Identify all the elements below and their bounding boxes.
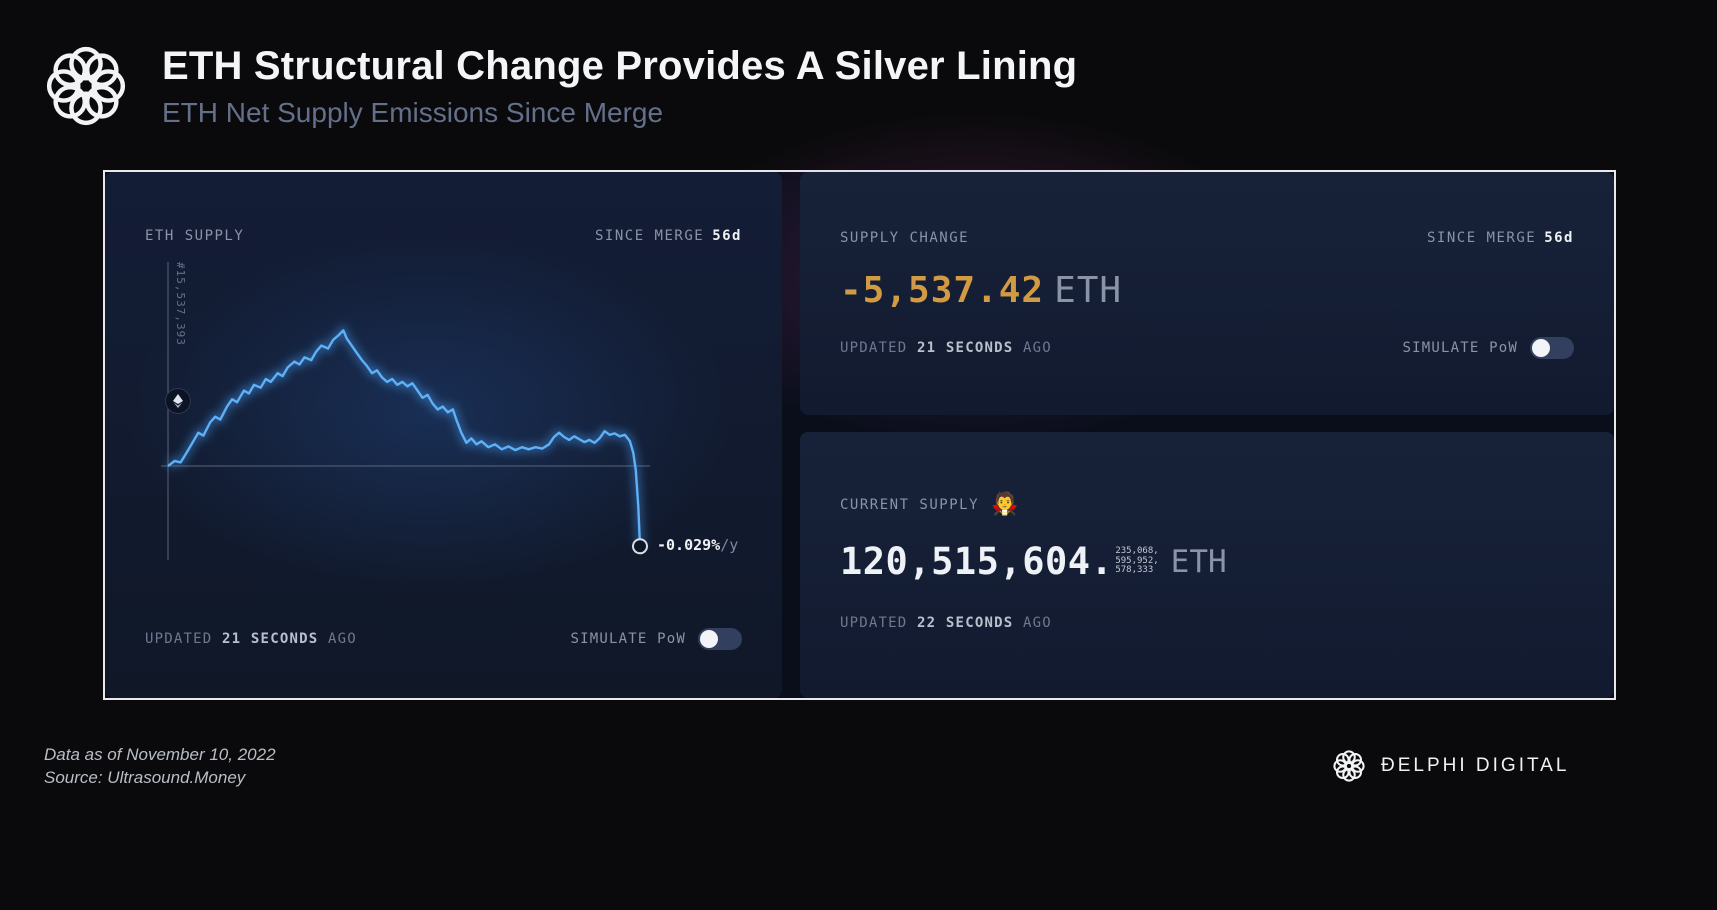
toggle-knob-2 — [1532, 339, 1550, 357]
endpoint-unit: /y — [720, 536, 739, 555]
since-merge-value: 56d — [712, 228, 742, 244]
since-merge-label-2: SINCE MERGE — [1426, 230, 1537, 246]
source: Source: Ultrasound.Money — [44, 768, 246, 787]
header: ETH Structural Change Provides A Silver … — [38, 38, 1077, 134]
since-merge-badge-2: SINCE MERGE 56d — [1427, 230, 1574, 246]
current-supply-integer: 120,515,604. — [840, 540, 1114, 583]
updated-time-3: 22 SECONDS — [917, 615, 1014, 631]
endpoint-label: -0.029%/y — [657, 536, 738, 554]
updated-status-3: UPDATED 22 SECONDS AGO — [840, 615, 1574, 631]
current-supply-decimals: 235,068, 595,952, 578,333 — [1115, 547, 1158, 576]
supply-line — [167, 329, 642, 547]
current-supply-card: CURRENT SUPPLY 🧛 120,515,604. 235,068, 5… — [800, 432, 1614, 698]
updated-prefix: UPDATED — [145, 631, 213, 647]
updated-status: UPDATED 21 SECONDS AGO — [145, 631, 357, 647]
delphi-knot-logo-icon — [46, 46, 126, 126]
updated-suffix-2: AGO — [1022, 340, 1052, 356]
page-subtitle: ETH Net Supply Emissions Since Merge — [162, 96, 664, 128]
updated-prefix-2: UPDATED — [840, 340, 908, 356]
supply-change-unit: ETH — [1054, 270, 1123, 311]
page-title: ETH Structural Change Provides A Silver … — [162, 43, 1078, 88]
delphi-knot-logo-small-icon — [1333, 750, 1365, 782]
brand-wordmark: ƉELPHI DIGITAL — [1381, 755, 1570, 776]
right-column: SUPPLY CHANGE SINCE MERGE 56d -5,537.42 ET… — [800, 172, 1614, 698]
supply-change-value-row: -5,537.42 ETH — [840, 270, 1574, 311]
eth-supply-chart: #15,537,393 -0.029%/y — [145, 258, 742, 588]
simulate-pow-toggle[interactable] — [698, 628, 742, 650]
endpoint-value: -0.029% — [657, 536, 721, 555]
current-supply-title: CURRENT SUPPLY — [840, 497, 980, 513]
supply-change-card: SUPPLY CHANGE SINCE MERGE 56d -5,537.42 ET… — [800, 172, 1614, 415]
y-axis-block-label: #15,537,393 — [174, 262, 187, 346]
footer-source-note: Data as of November 10, 2022 Source: Ult… — [44, 743, 276, 789]
updated-time: 21 SECONDS — [222, 631, 319, 647]
supply-change-title: SUPPLY CHANGE — [840, 230, 970, 246]
decimals-line-2: 595,952, — [1115, 555, 1159, 566]
header-text: ETH Structural Change Provides A Silver … — [162, 44, 1077, 129]
since-merge-label: SINCE MERGE — [594, 228, 705, 244]
toggle-knob — [700, 630, 718, 648]
simulate-pow-label: SIMULATE PoW — [570, 631, 686, 647]
dashboard-panel: ETH SUPPLY SINCE MERGE 56d #15,5 — [103, 112, 1616, 700]
updated-prefix-3: UPDATED — [840, 615, 908, 631]
simulate-pow-toggle-2[interactable] — [1530, 337, 1574, 359]
since-merge-badge: SINCE MERGE 56d — [595, 228, 742, 244]
endpoint-marker — [632, 538, 648, 555]
current-supply-value-row: 120,515,604. 235,068, 595,952, 578,333 E… — [840, 540, 1574, 583]
eth-bat-signal-icon — [165, 388, 191, 414]
updated-suffix: AGO — [327, 631, 357, 647]
simulate-pow-label-2: SIMULATE PoW — [1402, 340, 1518, 356]
current-supply-unit: ETH — [1170, 543, 1227, 580]
decimals-line-3: 578,333 — [1115, 565, 1154, 576]
eth-supply-chart-svg — [161, 262, 650, 560]
decimals-line-1: 235,068, — [1115, 546, 1159, 557]
eth-supply-title: ETH SUPPLY — [145, 228, 245, 244]
vampire-emoji-icon: 🧛 — [991, 492, 1019, 517]
since-merge-value-2: 56d — [1544, 230, 1574, 246]
updated-suffix-3: AGO — [1022, 615, 1052, 631]
supply-change-value: -5,537.42 — [840, 270, 1045, 311]
supply-line-glow — [165, 324, 644, 547]
updated-status-2: UPDATED 21 SECONDS AGO — [840, 340, 1052, 356]
brand-footer: ƉELPHI DIGITAL — [1330, 747, 1569, 785]
data-as-of: Data as of November 10, 2022 — [44, 745, 276, 764]
eth-supply-card: ETH SUPPLY SINCE MERGE 56d #15,5 — [105, 172, 782, 698]
updated-time-2: 21 SECONDS — [917, 340, 1014, 356]
